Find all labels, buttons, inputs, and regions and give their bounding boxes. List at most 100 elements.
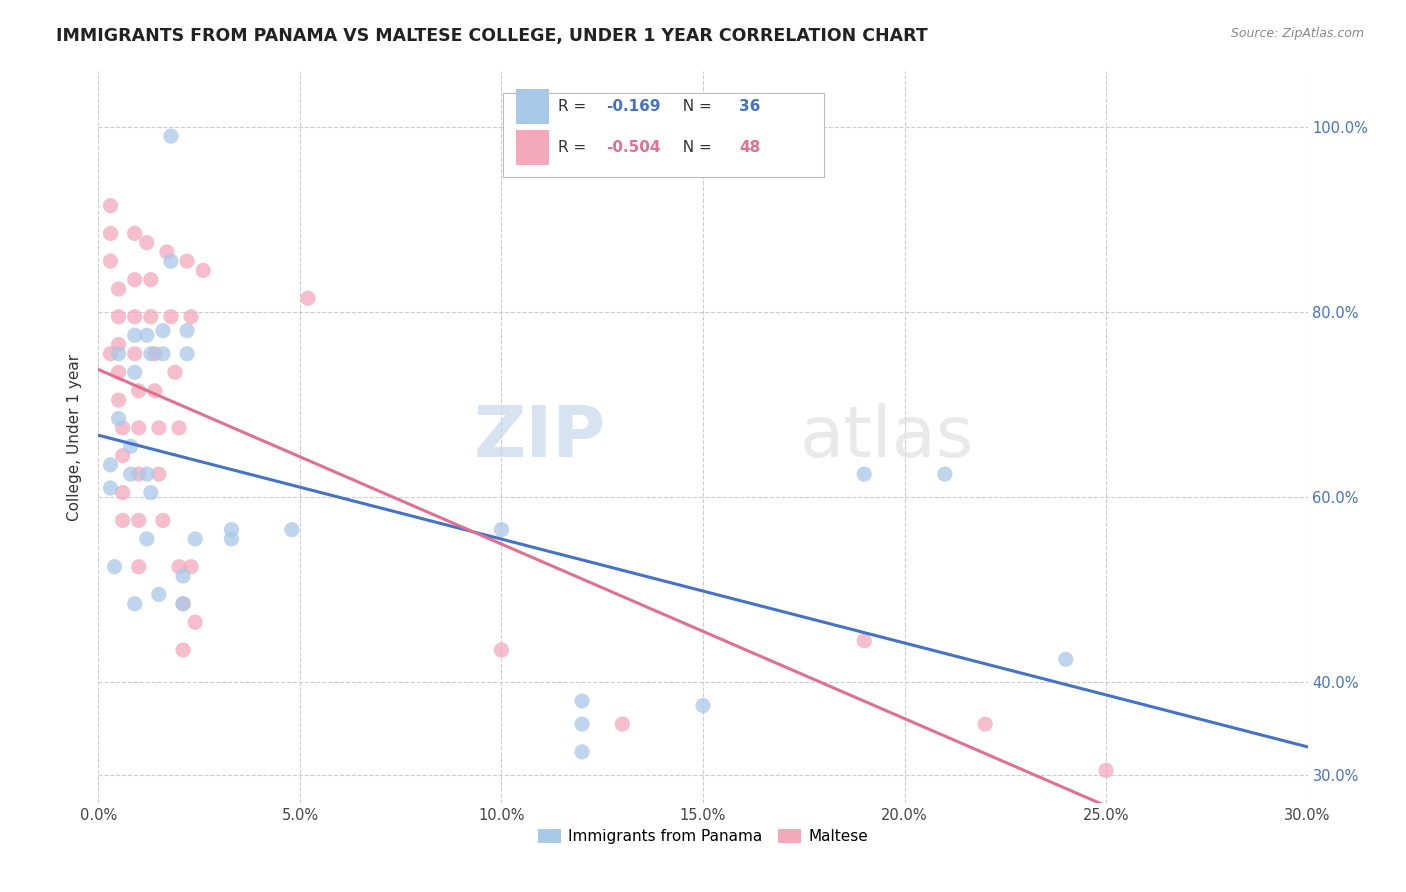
Point <box>135 467 157 482</box>
Point <box>139 273 162 287</box>
Point <box>152 513 174 527</box>
Point <box>221 523 243 537</box>
Point <box>571 717 593 731</box>
Point <box>172 597 194 611</box>
Bar <box>516 129 550 165</box>
Point <box>491 643 513 657</box>
Point <box>107 347 129 361</box>
Point <box>612 717 634 731</box>
Point <box>107 392 129 407</box>
Point <box>139 485 162 500</box>
Point <box>148 467 170 482</box>
Text: Source: ZipAtlas.com: Source: ZipAtlas.com <box>1230 27 1364 40</box>
Point <box>176 324 198 338</box>
Point <box>100 347 122 361</box>
Point <box>107 411 129 425</box>
Point <box>160 129 183 144</box>
Point <box>172 597 194 611</box>
Point <box>167 421 190 435</box>
Point <box>167 559 190 574</box>
Legend: Immigrants from Panama, Maltese: Immigrants from Panama, Maltese <box>531 822 875 850</box>
Text: -0.169: -0.169 <box>606 99 661 114</box>
Text: -0.504: -0.504 <box>606 140 661 154</box>
Point <box>152 347 174 361</box>
Point <box>124 365 146 379</box>
Point <box>193 263 215 277</box>
Point <box>152 324 174 338</box>
Point <box>103 559 125 574</box>
Point <box>128 467 150 482</box>
Point <box>180 310 202 324</box>
Point <box>135 235 157 250</box>
Point <box>124 310 146 324</box>
Point <box>124 273 146 287</box>
Point <box>281 523 304 537</box>
Point <box>853 633 876 648</box>
Point <box>1095 764 1118 778</box>
Text: R =: R = <box>558 99 596 114</box>
Point <box>156 244 179 259</box>
Point <box>128 421 150 435</box>
Point <box>571 694 593 708</box>
Point <box>100 227 122 241</box>
Point <box>128 384 150 398</box>
Text: N =: N = <box>672 140 717 154</box>
Point <box>184 615 207 630</box>
Point <box>135 328 157 343</box>
Text: atlas: atlas <box>800 402 974 472</box>
Y-axis label: College, Under 1 year: College, Under 1 year <box>67 353 83 521</box>
Point <box>1054 652 1077 666</box>
Point <box>124 347 146 361</box>
Point <box>107 365 129 379</box>
Point <box>111 485 134 500</box>
Point <box>934 467 956 482</box>
Point <box>148 421 170 435</box>
Point <box>124 328 146 343</box>
Point <box>124 597 146 611</box>
Point <box>172 569 194 583</box>
Point <box>974 717 997 731</box>
Point <box>571 745 593 759</box>
Point <box>128 513 150 527</box>
Point <box>100 481 122 495</box>
Point <box>221 532 243 546</box>
Point <box>100 199 122 213</box>
Text: N =: N = <box>672 99 717 114</box>
Point <box>853 467 876 482</box>
Point <box>143 384 166 398</box>
Point <box>172 643 194 657</box>
Text: IMMIGRANTS FROM PANAMA VS MALTESE COLLEGE, UNDER 1 YEAR CORRELATION CHART: IMMIGRANTS FROM PANAMA VS MALTESE COLLEG… <box>56 27 928 45</box>
Point <box>100 254 122 268</box>
Point <box>128 559 150 574</box>
Point <box>160 254 183 268</box>
Point <box>176 254 198 268</box>
Text: ZIP: ZIP <box>474 402 606 472</box>
Point <box>176 347 198 361</box>
Point <box>111 421 134 435</box>
Point <box>491 523 513 537</box>
Text: 36: 36 <box>740 99 761 114</box>
Point <box>160 310 183 324</box>
Point <box>139 310 162 324</box>
Point <box>100 458 122 472</box>
Bar <box>503 94 824 178</box>
Point <box>163 365 186 379</box>
Point <box>107 310 129 324</box>
Point <box>135 532 157 546</box>
Point <box>143 347 166 361</box>
Point <box>139 347 162 361</box>
Point <box>111 449 134 463</box>
Point <box>692 698 714 713</box>
Point <box>107 337 129 351</box>
Bar <box>516 89 550 124</box>
Point <box>297 291 319 305</box>
Point <box>111 513 134 527</box>
Text: 48: 48 <box>740 140 761 154</box>
Point <box>120 467 142 482</box>
Text: R =: R = <box>558 140 596 154</box>
Point <box>120 439 142 453</box>
Point <box>184 532 207 546</box>
Point <box>148 587 170 601</box>
Point <box>124 227 146 241</box>
Point <box>107 282 129 296</box>
